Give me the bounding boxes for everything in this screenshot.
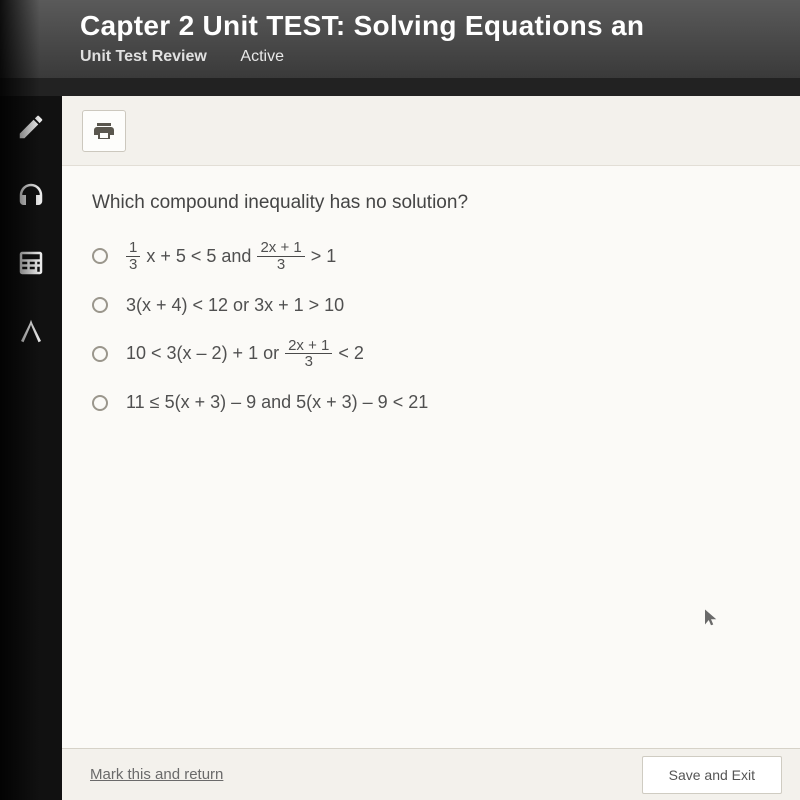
- review-label: Unit Test Review: [80, 48, 207, 65]
- option-b-label: 3(x + 4) < 12 or 3x + 1 > 10: [126, 295, 344, 316]
- test-header: Capter 2 Unit TEST: Solving Equations an…: [0, 0, 800, 78]
- footer-bar: Mark this and return Save and Exit: [62, 748, 800, 800]
- radio-c[interactable]: [92, 346, 108, 362]
- option-c-label: 10 < 3(x – 2) + 1 or 2x + 1 3 < 2: [126, 338, 364, 371]
- compass-icon[interactable]: [14, 314, 48, 348]
- option-d-label: 11 ≤ 5(x + 3) – 9 and 5(x + 3) – 9 < 21: [126, 392, 428, 413]
- mark-return-link[interactable]: Mark this and return: [90, 766, 223, 783]
- radio-b[interactable]: [92, 297, 108, 313]
- question-toolbar: [62, 96, 800, 166]
- option-d[interactable]: 11 ≤ 5(x + 3) – 9 and 5(x + 3) – 9 < 21: [92, 392, 770, 413]
- radio-d[interactable]: [92, 395, 108, 411]
- headphones-icon[interactable]: [14, 178, 48, 212]
- question-prompt: Which compound inequality has no solutio…: [92, 192, 770, 214]
- print-button[interactable]: [82, 110, 126, 152]
- status-active: Active: [240, 48, 284, 65]
- fraction-2x1-3: 2x + 1 3: [257, 240, 304, 273]
- option-b[interactable]: 3(x + 4) < 12 or 3x + 1 > 10: [92, 295, 770, 316]
- question-panel: Which compound inequality has no solutio…: [62, 166, 800, 748]
- radio-a[interactable]: [92, 248, 108, 264]
- tool-rail: [0, 96, 62, 800]
- save-exit-button[interactable]: Save and Exit: [642, 756, 782, 794]
- option-a-label: 1 3 x + 5 < 5 and 2x + 1 3 > 1: [126, 240, 336, 273]
- calculator-icon[interactable]: [14, 246, 48, 280]
- mouse-cursor-icon: [702, 606, 720, 628]
- fraction-2x1-3b: 2x + 1 3: [285, 338, 332, 371]
- option-c[interactable]: 10 < 3(x – 2) + 1 or 2x + 1 3 < 2: [92, 338, 770, 371]
- option-a[interactable]: 1 3 x + 5 < 5 and 2x + 1 3 > 1: [92, 240, 770, 273]
- test-title: Capter 2 Unit TEST: Solving Equations an: [80, 10, 780, 42]
- pencil-icon[interactable]: [14, 110, 48, 144]
- print-icon: [92, 119, 116, 143]
- fraction-1-3: 1 3: [126, 240, 140, 273]
